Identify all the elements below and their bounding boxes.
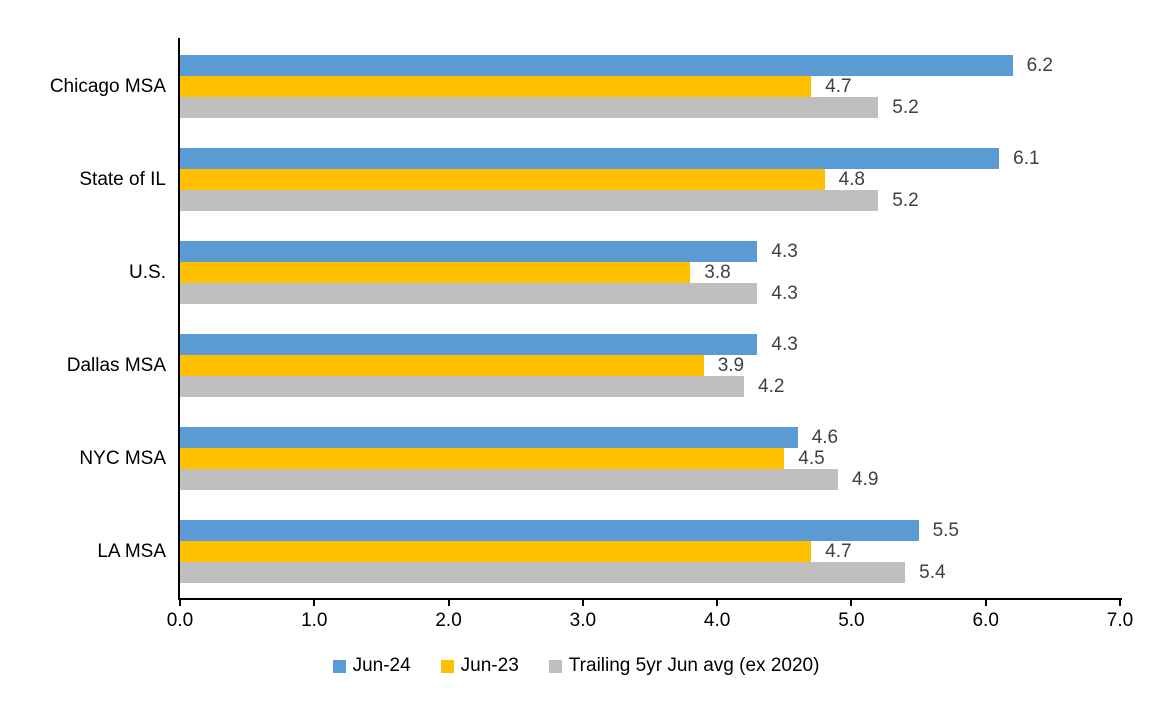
x-axis-tick-label: 4.0	[703, 610, 731, 631]
legend-swatch-icon	[548, 659, 562, 673]
legend-swatch-icon	[440, 659, 454, 673]
data-label: 6.1	[1013, 148, 1040, 169]
data-label: 3.8	[704, 262, 731, 283]
data-label: 4.3	[771, 283, 798, 304]
data-label: 4.5	[798, 448, 825, 469]
x-axis-tick-label: 7.0	[1106, 610, 1134, 631]
data-label: 4.3	[771, 241, 798, 262]
data-label: 5.2	[892, 97, 919, 118]
bar-trailing-5yr-jun-avg-ex-2020-	[180, 376, 744, 397]
x-axis-tick-label: 6.0	[972, 610, 999, 631]
data-label: 4.3	[771, 334, 798, 355]
bar-trailing-5yr-jun-avg-ex-2020-	[180, 562, 906, 583]
bar-jun-23	[180, 169, 825, 190]
x-axis-tick-label: 2.0	[435, 610, 462, 631]
category-label: State of IL	[79, 168, 166, 190]
data-label: 3.9	[717, 355, 745, 376]
x-axis-tick	[313, 598, 316, 606]
bar-jun-23	[180, 76, 812, 97]
data-label: 5.5	[932, 520, 959, 541]
x-axis-tick-label: 0.0	[166, 610, 194, 631]
bar-jun-24	[180, 241, 758, 262]
x-axis-tick-label: 3.0	[569, 610, 597, 631]
data-label: 6.2	[1026, 55, 1053, 76]
data-label: 4.8	[838, 169, 865, 190]
bar-jun-24	[180, 148, 1000, 169]
bar-jun-24	[180, 427, 798, 448]
data-label: 4.2	[758, 376, 785, 397]
x-axis-tick	[179, 598, 181, 606]
legend-label: Jun-24	[352, 655, 411, 676]
category-label: LA MSA	[97, 540, 166, 562]
category-label: NYC MSA	[79, 447, 166, 469]
data-label: 5.2	[892, 190, 919, 211]
legend-item: Trailing 5yr Jun avg (ex 2020)	[548, 655, 820, 677]
bar-trailing-5yr-jun-avg-ex-2020-	[180, 190, 879, 211]
x-axis-tick-label: 5.0	[838, 610, 865, 631]
bar-trailing-5yr-jun-avg-ex-2020-	[180, 283, 758, 304]
bar-jun-23	[180, 448, 785, 469]
bar-jun-24	[180, 55, 1013, 76]
bar-jun-24	[180, 520, 919, 541]
bar-jun-23	[180, 355, 704, 376]
x-axis-tick	[716, 598, 719, 606]
legend-item: Jun-23	[440, 655, 519, 677]
x-axis-tick	[447, 598, 450, 606]
x-axis-tick	[1119, 598, 1121, 606]
legend-swatch-icon	[332, 659, 346, 673]
legend-label: Trailing 5yr Jun avg (ex 2020)	[568, 655, 820, 676]
legend-label: Jun-23	[460, 655, 519, 676]
data-label: 5.4	[919, 562, 946, 583]
bar-trailing-5yr-jun-avg-ex-2020-	[180, 469, 838, 490]
category-label: Dallas MSA	[66, 354, 166, 376]
data-label: 4.6	[811, 427, 839, 448]
bar-jun-23	[180, 541, 812, 562]
category-label: Chicago MSA	[49, 75, 166, 97]
x-axis-tick	[581, 598, 584, 606]
y-axis-line	[178, 38, 180, 600]
legend: Jun-24 Jun-23 Trailing 5yr Jun avg (ex 202…	[0, 653, 1152, 679]
data-label: 4.7	[825, 541, 852, 562]
bar-jun-23	[180, 262, 691, 283]
bar-trailing-5yr-jun-avg-ex-2020-	[180, 97, 879, 118]
bar-jun-24	[180, 334, 758, 355]
legend-item: Jun-24	[332, 655, 411, 677]
x-axis-tick-label: 1.0	[301, 610, 328, 631]
category-label: U.S.	[129, 261, 166, 283]
x-axis-line	[178, 598, 1122, 600]
data-label: 4.7	[825, 76, 852, 97]
x-axis-tick	[850, 598, 853, 606]
data-label: 4.9	[852, 469, 879, 490]
x-axis-tick	[984, 598, 987, 606]
